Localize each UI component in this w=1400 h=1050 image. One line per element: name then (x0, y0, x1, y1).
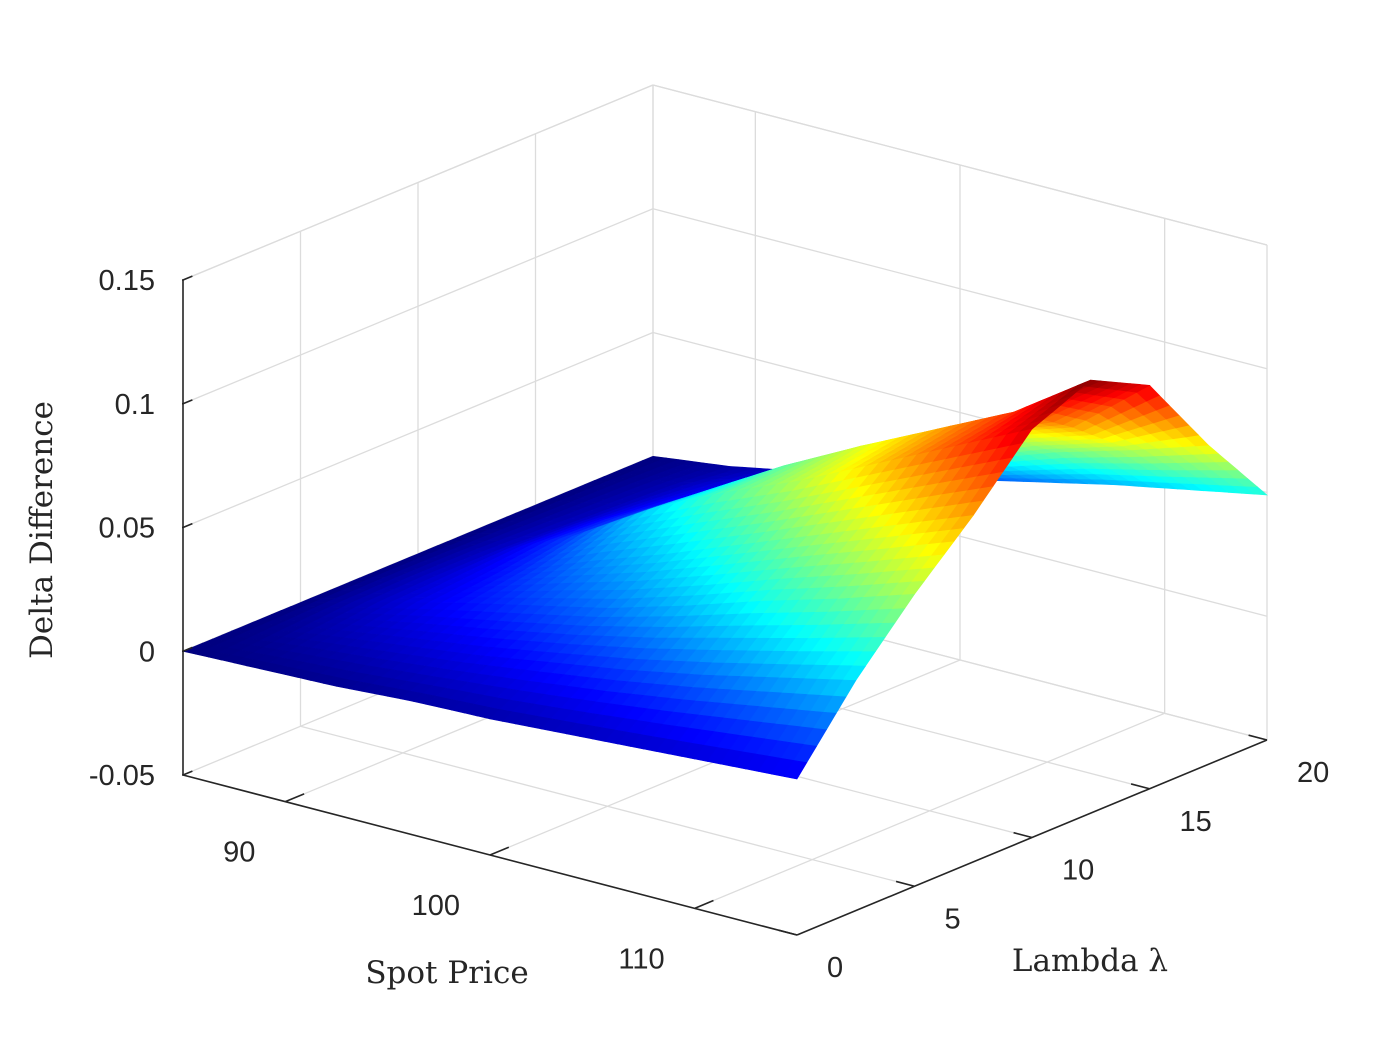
tick-labels: -0.05 0 0.05 0.1 0.15 90 100 110 0 5 10 15 20 (89, 265, 1329, 984)
x-tick (489, 846, 510, 856)
y-tick (1130, 783, 1150, 790)
y-tick (1248, 734, 1268, 741)
y-tick-label: 15 (1180, 806, 1212, 838)
y-tick (778, 929, 798, 936)
z-tick (182, 522, 193, 529)
x-tick-label: 90 (223, 837, 255, 869)
y-axis-label: Lambda λ (1012, 943, 1168, 979)
x-tick-label: 110 (618, 943, 664, 975)
grid-line (300, 725, 915, 887)
x-tick (694, 899, 714, 910)
x-axis-label: Spot Price (365, 955, 528, 991)
z-tick-label: -0.05 (89, 760, 155, 792)
z-axis-label: Delta Difference (24, 401, 60, 659)
z-tick (182, 646, 193, 652)
x-tick-label: 100 (412, 890, 460, 922)
axis-lines (182, 275, 1268, 936)
grid-edge (652, 84, 1268, 246)
y-tick (1013, 831, 1033, 839)
y-tick-label: 10 (1062, 855, 1094, 887)
y-tick-label: 5 (945, 903, 961, 935)
y-tick-label: 20 (1297, 757, 1329, 789)
z-tick-label: 0 (139, 636, 155, 668)
z-tick (182, 275, 193, 281)
x-tick (285, 793, 305, 803)
z-tick-label: 0.15 (99, 265, 155, 297)
grid-line (182, 331, 654, 529)
z-tick-label: 0.05 (99, 513, 155, 545)
grid-line (182, 208, 654, 405)
surface-mesh (182, 379, 1268, 780)
grid-edge (182, 84, 654, 281)
grid-line (652, 208, 1268, 370)
surface-patch (783, 760, 808, 780)
y-tick (895, 880, 915, 888)
z-tick (182, 770, 193, 776)
y-tick-label: 0 (827, 952, 843, 984)
z-tick (182, 399, 193, 405)
z-tick-label: 0.1 (115, 389, 155, 421)
